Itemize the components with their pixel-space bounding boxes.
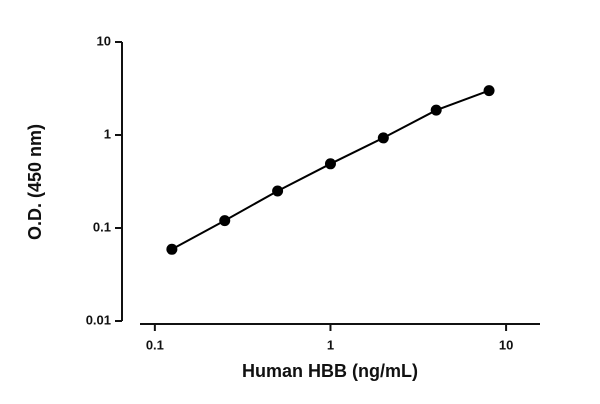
data-point [166,243,178,255]
x-tick-label: 0.1 [146,337,164,352]
data-point [272,185,284,197]
data-point [430,104,442,116]
fit-line [171,89,490,251]
data-point [377,132,389,144]
data-point [324,158,336,170]
y-axis-title: O.D. (450 nm) [25,124,45,240]
data-point [219,215,231,227]
data-point [483,85,495,97]
y-tick-label: 0.1 [93,219,111,234]
x-tick-label: 10 [499,337,513,352]
x-tick-label: 1 [327,337,334,352]
x-axis-title: Human HBB (ng/mL) [242,361,418,381]
y-tick-label: 1 [104,126,111,141]
y-tick-label: 10 [97,33,111,48]
y-tick-label: 0.01 [86,312,111,327]
